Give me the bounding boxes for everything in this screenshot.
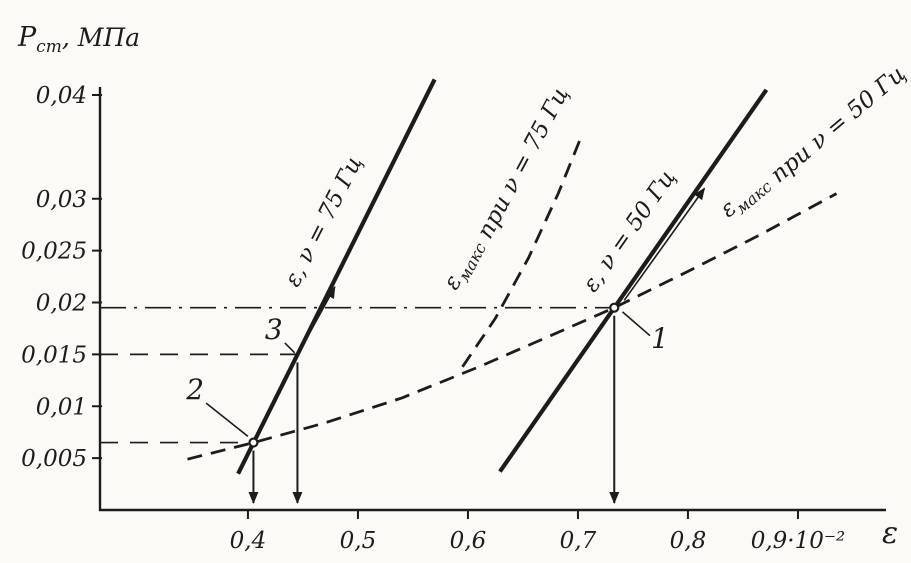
y-tick-label: 0,025 xyxy=(21,239,87,265)
series-eps-50 xyxy=(498,88,769,473)
leader-line xyxy=(205,402,249,437)
curve-label-eps-max-75: εмакс при ν = 75 Гц xyxy=(438,80,573,297)
direction-arrow-icon xyxy=(301,286,336,348)
series-eps-75 xyxy=(236,78,437,475)
leader-line xyxy=(284,342,296,354)
series-eps-max-50 xyxy=(187,192,838,461)
curve-label-text: при ν = 75 Гц xyxy=(469,83,574,249)
curve-label-eps-max-50: εмакс при ν = 50 Гц xyxy=(715,56,911,227)
y-tick-label: 0,01 xyxy=(36,394,87,420)
x-tick-label: 0,4 xyxy=(230,528,267,554)
y-tick-label: 0,03 xyxy=(36,187,87,213)
x-tick-label: 0,8 xyxy=(670,528,707,554)
y-tick-label: 0,02 xyxy=(36,291,87,317)
curve-label-eps-75: ε, ν = 75 Гц xyxy=(280,152,368,291)
curve-label-text: ε, ν = 75 Гц xyxy=(280,152,368,291)
y-axis-title: Pст, МПа xyxy=(18,22,140,57)
curve-label-text: при ν = 50 Гц xyxy=(760,61,911,193)
y-tick-label: 0,015 xyxy=(21,342,87,368)
x-tick-label: 0,9·10⁻² xyxy=(751,528,846,554)
y-axis-subscript: ст xyxy=(36,37,62,57)
x-axis-title: ε xyxy=(882,516,899,551)
point-marker xyxy=(609,302,620,313)
leader-line xyxy=(621,311,651,337)
y-tick-label: 0,04 xyxy=(36,83,87,109)
y-axis-unit: , МПа xyxy=(61,23,141,52)
point-number-label: 1 xyxy=(651,322,669,355)
point-number-label: 2 xyxy=(185,373,204,406)
point-number-label: 3 xyxy=(265,313,283,346)
point-marker xyxy=(248,437,259,448)
x-tick-label: 0,7 xyxy=(560,528,597,554)
x-tick-label: 0,6 xyxy=(450,528,487,554)
y-axis-symbol: P xyxy=(18,22,37,53)
x-tick-label: 0,5 xyxy=(340,528,377,554)
series-eps-max-75 xyxy=(461,135,583,368)
axes xyxy=(98,87,886,512)
direction-arrow-icon xyxy=(623,187,706,301)
y-tick-label: 0,005 xyxy=(21,446,87,472)
